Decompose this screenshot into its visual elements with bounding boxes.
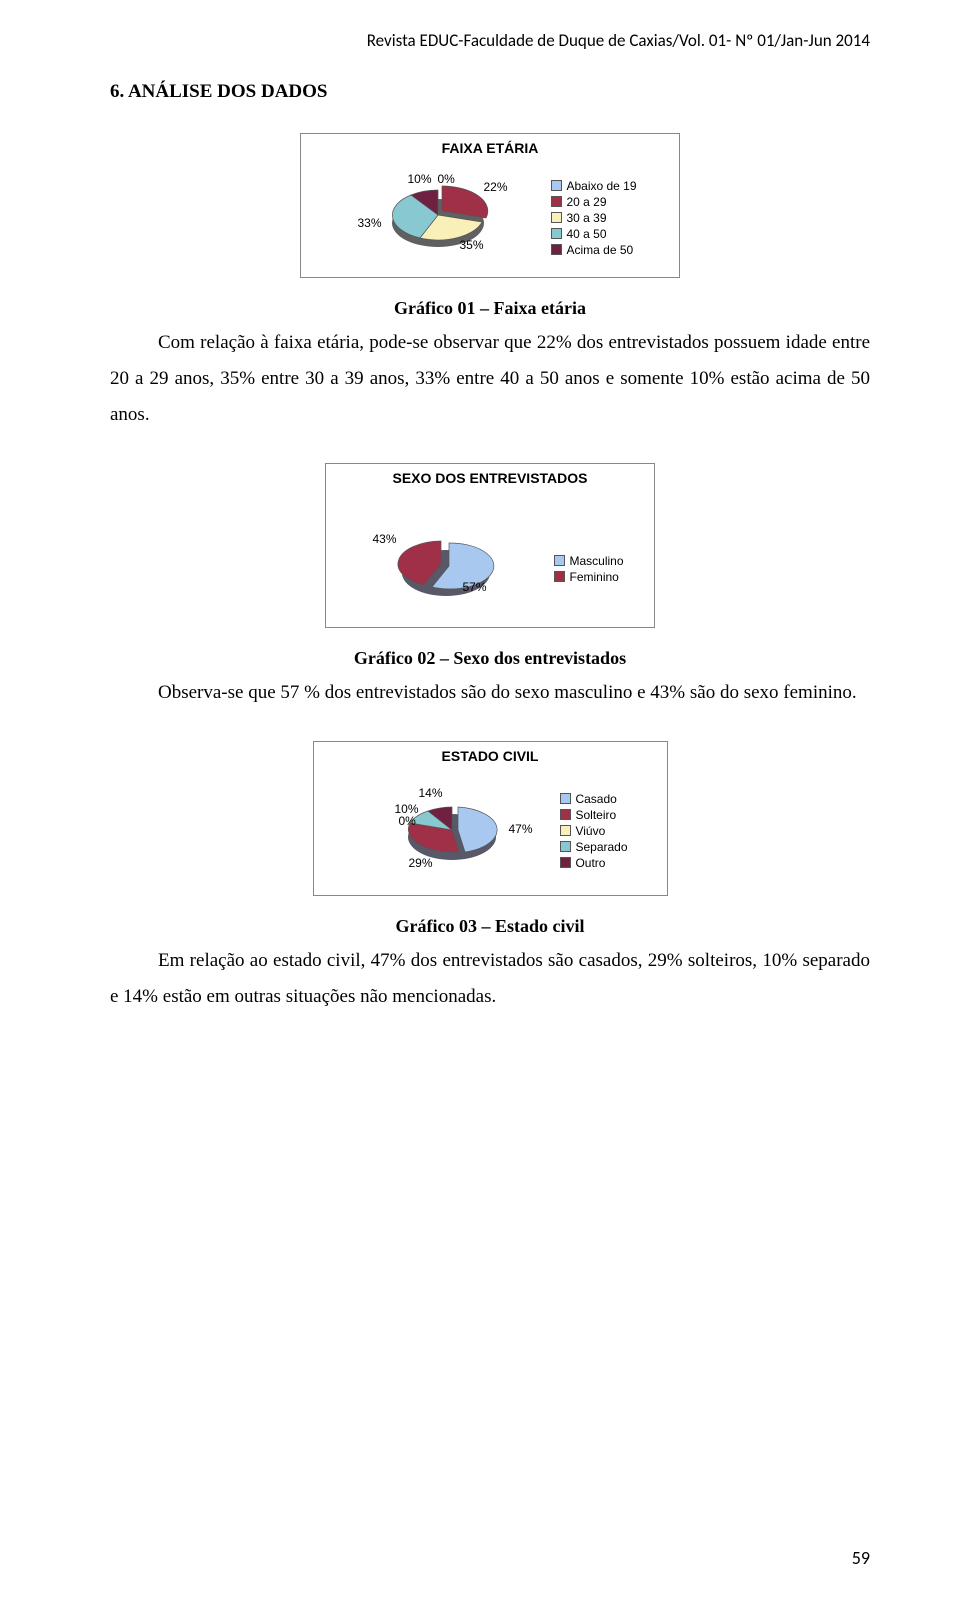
legend-item: Masculino: [554, 554, 623, 568]
legend-label: Casado: [575, 792, 616, 806]
chart-faixa-title: FAIXA ETÁRIA: [309, 140, 671, 156]
legend-item: Casado: [560, 792, 627, 806]
caption-01: Gráfico 01 – Faixa etária: [110, 298, 870, 319]
pie-label-0: 0%: [437, 172, 454, 186]
legend-item: Separado: [560, 840, 627, 854]
pie-label-33: 33%: [357, 216, 381, 230]
legend-item: Feminino: [554, 570, 623, 584]
pie-label-47: 47%: [508, 822, 532, 836]
pie-sexo: 43% 57%: [356, 526, 536, 611]
legend-item: 20 a 29: [551, 195, 636, 209]
legend-estado: Casado Solteiro Viúvo Separado Outro: [560, 792, 627, 870]
chart-faixa-etaria: FAIXA ETÁRIA 10% 0% 22% 35% 33%: [300, 133, 680, 278]
pie-label-22: 22%: [483, 180, 507, 194]
legend-item: Solteiro: [560, 808, 627, 822]
legend-label: Outro: [575, 856, 605, 870]
caption-02: Gráfico 02 – Sexo dos entrevistados: [110, 648, 870, 669]
legend-item: 40 a 50: [551, 227, 636, 241]
pie-label-10: 10%: [407, 172, 431, 186]
pie-faixa: 10% 0% 22% 35% 33%: [343, 170, 533, 265]
legend-faixa: Abaixo de 19 20 a 29 30 a 39 40 a 50 Aci…: [551, 179, 636, 257]
page-number: 59: [852, 1547, 870, 1569]
legend-item: Acima de 50: [551, 243, 636, 257]
legend-label: 20 a 29: [566, 195, 606, 209]
chart-sexo: SEXO DOS ENTREVISTADOS 43% 57% Masculino…: [325, 463, 655, 628]
legend-label: Acima de 50: [566, 243, 633, 257]
pie-label-43: 43%: [372, 532, 396, 546]
paragraph-02: Observa-se que 57 % dos entrevistados sã…: [110, 675, 870, 711]
paragraph-03: Em relação ao estado civil, 47% dos entr…: [110, 943, 870, 1015]
legend-label: 30 a 39: [566, 211, 606, 225]
legend-label: Abaixo de 19: [566, 179, 636, 193]
chart-sexo-title: SEXO DOS ENTREVISTADOS: [334, 470, 646, 486]
chart-estado-civil: ESTADO CIVIL 14% 10% 0% 47% 29%: [313, 741, 668, 896]
pie-label-57: 57%: [462, 580, 486, 594]
legend-label: Masculino: [569, 554, 623, 568]
caption-03: Gráfico 03 – Estado civil: [110, 916, 870, 937]
chart-estado-title: ESTADO CIVIL: [322, 748, 659, 764]
legend-label: 40 a 50: [566, 227, 606, 241]
pie-estado: 14% 10% 0% 47% 29%: [352, 778, 542, 883]
pie-label-35: 35%: [459, 238, 483, 252]
paragraph-01: Com relação à faixa etária, pode-se obse…: [110, 325, 870, 433]
chart-sexo-body: 43% 57% Masculino Feminino: [334, 526, 646, 611]
legend-label: Separado: [575, 840, 627, 854]
legend-label: Feminino: [569, 570, 618, 584]
legend-item: 30 a 39: [551, 211, 636, 225]
legend-item: Abaixo de 19: [551, 179, 636, 193]
legend-label: Solteiro: [575, 808, 616, 822]
legend-item: Viúvo: [560, 824, 627, 838]
chart-faixa-body: 10% 0% 22% 35% 33% Abaixo de 19 20 a 29 …: [309, 170, 671, 265]
pie-label-29: 29%: [408, 856, 432, 870]
legend-sexo: Masculino Feminino: [554, 554, 623, 584]
pie-label-0: 0%: [398, 814, 415, 828]
chart-estado-body: 14% 10% 0% 47% 29% Casado Solteiro Viúvo…: [322, 778, 659, 883]
journal-header: Revista EDUC-Faculdade de Duque de Caxia…: [110, 30, 870, 51]
pie-label-14: 14%: [418, 786, 442, 800]
legend-label: Viúvo: [575, 824, 605, 838]
legend-item: Outro: [560, 856, 627, 870]
section-title: 6. ANÁLISE DOS DADOS: [110, 81, 870, 103]
